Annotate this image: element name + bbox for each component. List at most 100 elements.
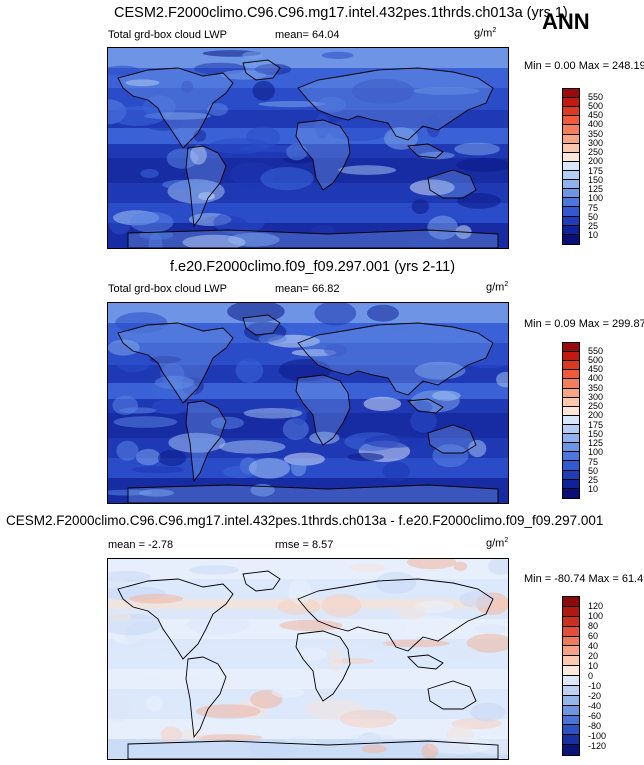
colorbar-tick-label: 500 (588, 354, 604, 365)
map-field-blob (113, 416, 178, 428)
colorbar-swatch (563, 656, 579, 667)
panel-2-map-svg (108, 303, 508, 503)
panel-2-title: f.e20.F2000climo.f09_f09.297.001 (yrs 2-… (170, 259, 456, 275)
map-field-blob (411, 400, 433, 414)
colorbar-tick-label: 25 (588, 475, 599, 486)
panel-1-left-label: Total grd-box cloud LWP (108, 29, 228, 41)
map-field-blob (193, 129, 207, 142)
colorbar-tick-label: 125 (588, 184, 604, 195)
map-field-blob (454, 142, 500, 156)
colorbar-swatch (563, 352, 579, 362)
colorbar-swatch (563, 198, 579, 208)
colorbar-swatch (563, 406, 579, 416)
colorbar-tick-label: 10 (588, 484, 599, 495)
colorbar-tick-label: 350 (588, 128, 604, 139)
colorbar-tick-label: 250 (588, 401, 604, 412)
colorbar-tick-label: 125 (588, 438, 604, 449)
map-field-blob (409, 179, 455, 196)
map-field-blob (152, 399, 189, 415)
colorbar-swatch (563, 479, 579, 489)
colorbar-tick-label: 450 (588, 364, 604, 375)
colorbar-swatch (563, 107, 579, 117)
map-field-blob (149, 356, 181, 364)
colorbar-swatch (563, 98, 579, 108)
map-field-blob (432, 390, 461, 401)
map-field-blob (108, 702, 128, 723)
colorbar-tick-label: 550 (588, 345, 604, 356)
panel-2-left-label: Total grd-box cloud LWP (108, 283, 228, 295)
colorbar-swatch (563, 488, 579, 498)
map-field-blob (258, 101, 326, 108)
colorbar-swatch (563, 597, 579, 607)
colorbar-tick-label: -100 (588, 730, 607, 741)
map-field-blob (347, 452, 384, 462)
map-field-blob (260, 167, 314, 191)
colorbar-tick-label: 75 (588, 456, 599, 467)
panel-1-colorbar (562, 88, 580, 245)
map-field-blob (327, 118, 391, 142)
coastline (295, 119, 351, 191)
colorbar-swatch (563, 379, 579, 389)
map-field-blob (279, 619, 343, 631)
map-field-blob (148, 232, 163, 248)
panel-1-title: CESM2.F2000climo.C96.C96.mg17.intel.432p… (114, 5, 568, 21)
map-field-blob (321, 51, 354, 59)
map-field-blob (252, 80, 275, 101)
map-field-blob (290, 458, 307, 477)
map-field-blob (350, 563, 386, 573)
panel-3-title: CESM2.F2000climo.C96.C96.mg17.intel.432p… (6, 513, 604, 528)
colorbar-tick-label: 0 (588, 670, 594, 681)
colorbar-swatch (563, 424, 579, 435)
map-field-blob (427, 215, 459, 240)
map-field-blob (288, 578, 312, 605)
map-field-blob (188, 565, 239, 575)
panel-2-colorbar (562, 342, 580, 499)
map-field-blob (181, 80, 194, 93)
colorbar-tick-label: 400 (588, 373, 604, 384)
colorbar-swatch (563, 234, 579, 244)
map-field-blob (160, 726, 183, 744)
panel-2-mean: mean= 66.82 (275, 283, 340, 295)
map-field-blob (456, 158, 508, 172)
map-field-blob (411, 199, 429, 215)
coastline (297, 578, 494, 652)
colorbar-swatch (563, 216, 579, 226)
map-field-blob (146, 695, 163, 712)
map-field-blob (213, 210, 265, 235)
map-field-blob (384, 127, 418, 150)
colorbar-tick-label: 50 (588, 465, 599, 476)
panel-3-mean: mean = -2.78 (108, 539, 174, 551)
map-field-blob (315, 113, 330, 139)
colorbar-tick-label: 75 (588, 202, 599, 213)
coastline (185, 400, 227, 483)
map-field-blob (295, 647, 328, 661)
panel-1-mean: mean= 64.04 (275, 29, 340, 41)
colorbar-swatch (563, 443, 579, 453)
panel-3-units: g/m2 (486, 537, 509, 550)
map-field-blob (457, 193, 501, 209)
map-field-blob (390, 331, 410, 341)
map-field-blob (129, 593, 183, 604)
map-field-blob (109, 106, 166, 126)
map-field-blob (136, 448, 161, 466)
colorbar-tick-label: -40 (588, 700, 602, 711)
panel-1-units: g/m2 (474, 27, 497, 40)
panel-1-map (107, 47, 509, 249)
coastline (185, 656, 227, 739)
map-field-blob (487, 559, 508, 575)
colorbar-tick-label: 500 (588, 100, 604, 111)
map-field-blob (190, 145, 207, 165)
coastline (242, 59, 281, 81)
colorbar-swatch (563, 180, 579, 190)
map-field-blob (361, 744, 387, 754)
map-field-blob (330, 467, 368, 476)
map-field-blob (382, 461, 410, 482)
map-field-blob (363, 396, 402, 411)
panel-2-units: g/m2 (486, 281, 509, 294)
colorbar-tick-label: 200 (588, 156, 604, 167)
map-field-blob (413, 86, 480, 95)
map-field-blob (227, 303, 285, 323)
map-field-blob (375, 571, 417, 594)
colorbar-tick-label: -80 (588, 720, 602, 731)
map-field-blob (338, 165, 396, 175)
